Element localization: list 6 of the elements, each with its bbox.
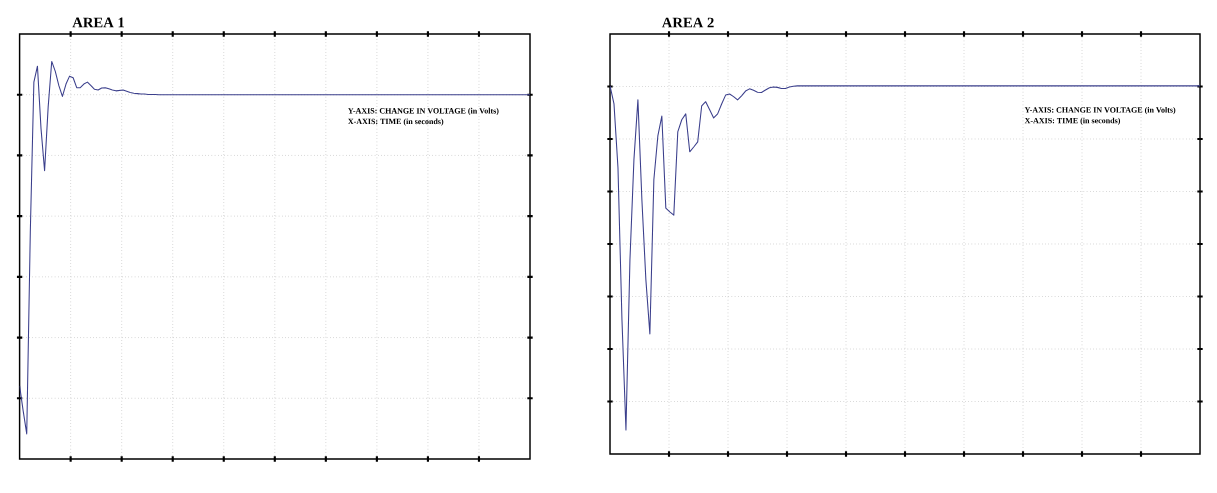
annotation: X-AXIS: TIME (in seconds) — [1024, 117, 1121, 125]
chart-title: AREA 1 — [72, 17, 125, 28]
annotation: Y-AXIS: CHANGE IN VOLTAGE (in Volts) — [1024, 106, 1176, 115]
annotation: Y-AXIS: CHANGE IN VOLTAGE (in Volts) — [348, 107, 499, 116]
chart-title: AREA 2 — [661, 17, 714, 28]
annotation: X-AXIS: TIME (in seconds) — [348, 118, 444, 126]
